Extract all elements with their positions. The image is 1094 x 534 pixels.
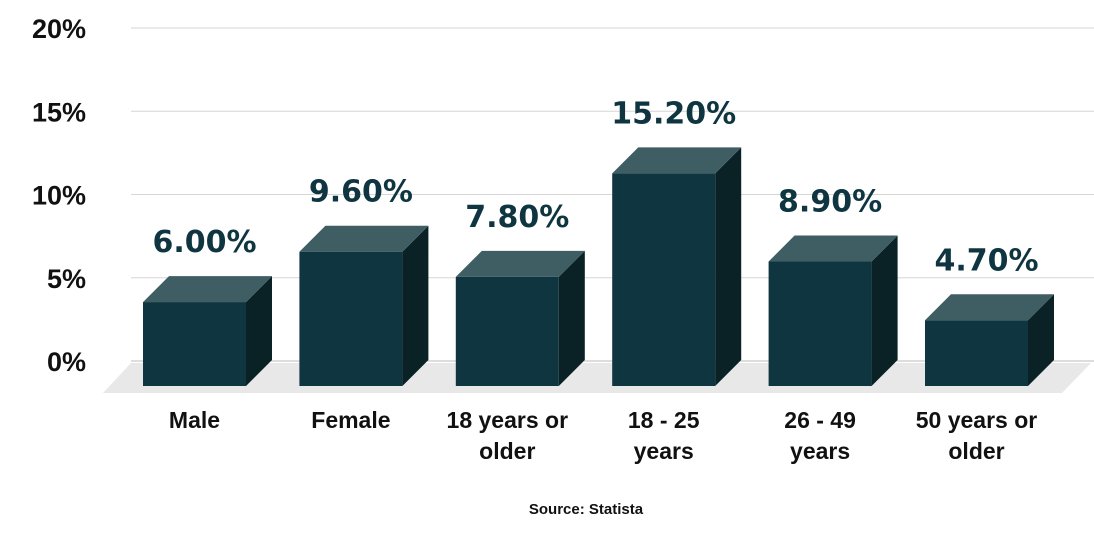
value-label: 4.70% xyxy=(934,243,1038,278)
value-label: 8.90% xyxy=(778,185,882,220)
y-tick-label: 15% xyxy=(32,97,86,127)
value-label: 9.60% xyxy=(309,175,413,210)
x-tick-label: Female xyxy=(311,407,390,433)
bar-top xyxy=(455,250,585,277)
source-note: Source: Statista xyxy=(529,501,644,518)
bar-side xyxy=(558,250,585,386)
bar xyxy=(925,294,1054,386)
x-axis-labels: Male Female 18 years or older 18 - 25 years 26… xyxy=(169,407,1037,464)
bar xyxy=(143,276,272,386)
value-label: 15.20% xyxy=(611,96,736,131)
y-tick-label: 20% xyxy=(32,14,86,44)
bar xyxy=(612,147,742,386)
y-axis-ticks: 0% 5% 10% 15% 20% xyxy=(32,14,86,377)
bar-side xyxy=(715,147,742,386)
bar-top xyxy=(299,225,429,252)
bar-front xyxy=(455,276,559,386)
y-tick-label: 10% xyxy=(32,181,86,211)
y-tick-label: 0% xyxy=(47,347,86,377)
bars xyxy=(143,147,1054,386)
y-tick-label: 5% xyxy=(47,264,86,294)
bar-side xyxy=(246,276,272,386)
bar-top xyxy=(925,294,1054,321)
x-tick-label: 18 years or older xyxy=(447,407,569,464)
value-label: 7.80% xyxy=(465,200,569,235)
x-tick-label: 26 - 49 years xyxy=(784,407,856,464)
value-label: 6.00% xyxy=(152,225,256,260)
bar-front xyxy=(143,302,246,386)
bar xyxy=(299,225,429,386)
x-tick-label: Male xyxy=(169,407,220,433)
bar-side xyxy=(402,225,429,386)
bar-front xyxy=(612,173,716,386)
bar-front xyxy=(768,261,872,386)
bar-top xyxy=(768,235,898,262)
bar-front xyxy=(299,251,403,386)
bar xyxy=(455,250,585,386)
bar-top xyxy=(612,147,742,174)
x-tick-label: 18 - 25 years xyxy=(628,407,700,464)
x-tick-label: 50 years or older xyxy=(916,407,1038,464)
bar xyxy=(768,235,898,386)
value-labels: 6.00% 9.60% 7.80% 15.20% 8.90% 4.70% xyxy=(152,96,1038,278)
bar-top xyxy=(143,276,272,303)
bar-side xyxy=(1028,294,1054,386)
bar-front xyxy=(925,320,1028,386)
bar-side xyxy=(871,235,898,386)
